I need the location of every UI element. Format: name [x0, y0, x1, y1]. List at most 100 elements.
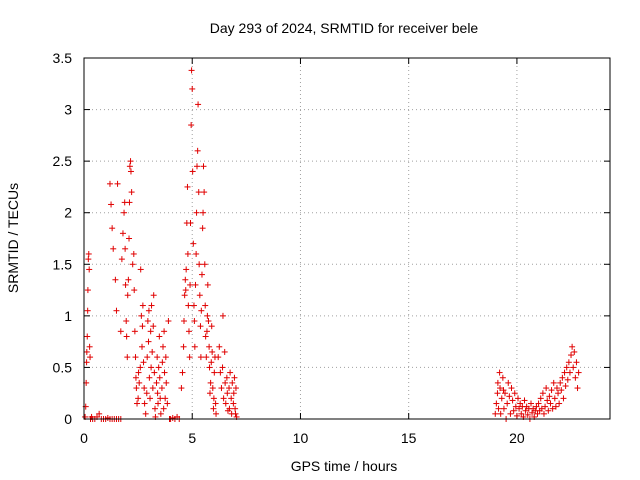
- data-point: [189, 168, 196, 175]
- data-point: [198, 307, 205, 314]
- data-point: [141, 385, 148, 392]
- data-point: [518, 410, 525, 417]
- data-point: [191, 343, 198, 350]
- data-point: [548, 387, 555, 394]
- data-point: [187, 281, 194, 288]
- data-point: [87, 354, 94, 361]
- data-point: [84, 287, 91, 294]
- data-point: [193, 250, 200, 257]
- data-point: [195, 189, 202, 196]
- data-point: [232, 410, 239, 417]
- data-point: [546, 393, 553, 400]
- data-point: [159, 359, 166, 366]
- data-point: [550, 379, 557, 386]
- data-point: [185, 328, 192, 335]
- y-tick-label: 2: [64, 205, 72, 221]
- data-point: [147, 328, 154, 335]
- data-point: [191, 318, 198, 325]
- data-point: [126, 199, 133, 206]
- data-point: [228, 395, 235, 402]
- data-point: [199, 225, 206, 232]
- y-tick-label: 1.5: [53, 256, 73, 272]
- data-point: [184, 183, 191, 190]
- data-point: [149, 348, 156, 355]
- data-point: [534, 410, 541, 417]
- data-point: [506, 393, 513, 400]
- data-point: [165, 318, 172, 325]
- data-point: [197, 323, 204, 330]
- data-point: [494, 379, 501, 386]
- data-point: [180, 343, 187, 350]
- data-point: [150, 323, 157, 330]
- grid-lines: [84, 58, 610, 419]
- data-point: [494, 390, 501, 397]
- data-point: [183, 266, 190, 273]
- data-point: [572, 374, 579, 381]
- data-point: [182, 287, 189, 294]
- data-point: [200, 209, 207, 216]
- data-point: [496, 369, 503, 376]
- data-point: [555, 390, 562, 397]
- data-point: [542, 403, 549, 410]
- data-point: [204, 312, 211, 319]
- data-point: [113, 307, 120, 314]
- data-point: [500, 405, 507, 412]
- data-point: [204, 281, 211, 288]
- data-point: [559, 374, 566, 381]
- data-point: [106, 180, 113, 187]
- data-point: [137, 364, 144, 371]
- y-tick-label: 3: [64, 102, 72, 118]
- data-point: [220, 395, 227, 402]
- data-point: [178, 385, 185, 392]
- data-point: [561, 369, 568, 376]
- data-point: [127, 168, 134, 175]
- y-tick-label: 0.5: [53, 359, 73, 375]
- data-point: [96, 410, 103, 417]
- data-point: [226, 405, 233, 412]
- data-point: [122, 281, 129, 288]
- data-point: [112, 276, 119, 283]
- data-point: [144, 354, 151, 361]
- data-point: [151, 369, 158, 376]
- data-point: [497, 385, 504, 392]
- data-point: [181, 292, 188, 299]
- data-point: [163, 379, 170, 386]
- data-point: [156, 333, 163, 340]
- data-point: [155, 400, 162, 407]
- x-axis-label: GPS time / hours: [291, 458, 398, 474]
- data-point: [568, 352, 575, 359]
- data-point: [150, 292, 157, 299]
- x-tick-label: 10: [293, 430, 309, 446]
- data-point: [210, 395, 217, 402]
- data-point: [193, 209, 200, 216]
- data-point: [139, 302, 146, 309]
- data-point: [86, 343, 93, 350]
- data-point: [179, 369, 186, 376]
- data-point: [502, 390, 509, 397]
- data-point: [119, 230, 126, 237]
- data-point: [124, 292, 131, 299]
- data-point: [192, 281, 199, 288]
- data-point: [151, 405, 158, 412]
- data-point: [529, 409, 536, 416]
- data-point: [219, 312, 226, 319]
- data-point: [538, 405, 545, 412]
- data-point: [537, 395, 544, 402]
- data-point: [188, 122, 195, 129]
- data-point: [186, 354, 193, 361]
- y-tick-label: 1: [64, 308, 72, 324]
- data-point: [522, 407, 529, 414]
- data-point: [504, 400, 511, 407]
- data-point: [492, 410, 499, 417]
- data-point: [202, 333, 209, 340]
- data-point: [551, 395, 558, 402]
- data-point: [84, 307, 91, 314]
- data-point: [157, 410, 164, 417]
- data-point: [206, 390, 213, 397]
- data-point: [185, 302, 192, 309]
- data-point: [219, 364, 226, 371]
- data-point: [145, 338, 152, 345]
- data-point: [517, 400, 524, 407]
- data-point: [205, 318, 212, 325]
- data-point: [543, 385, 550, 392]
